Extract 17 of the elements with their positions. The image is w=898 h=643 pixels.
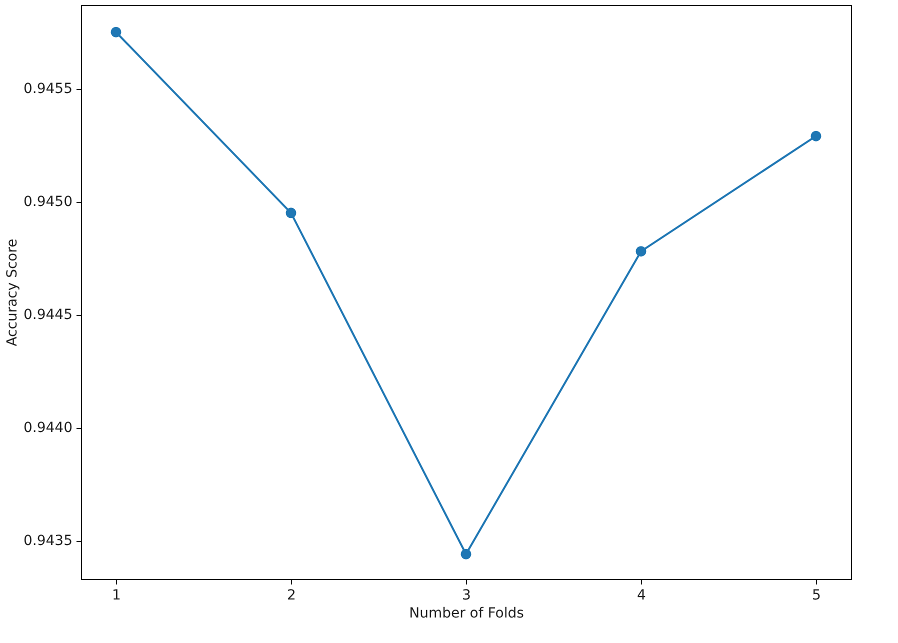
- y-tick-label: 0.9450: [24, 194, 72, 210]
- x-tick-label: 4: [637, 588, 646, 604]
- point: [636, 246, 646, 257]
- y-tick-label: 0.9440: [24, 420, 72, 436]
- x-tick-label: 2: [287, 588, 296, 604]
- point: [110, 26, 122, 38]
- y-tick-label: 0.9435: [24, 533, 72, 550]
- x-tick-label: 3: [462, 588, 471, 604]
- y-tick-label: 0.9445: [24, 307, 72, 324]
- x-axis-title: Number of Folds: [409, 606, 524, 622]
- x-tick-label: 1: [112, 588, 121, 604]
- y-axis-title: Accuracy Score: [4, 238, 21, 346]
- x-tick-label: 5: [812, 588, 821, 604]
- point: [286, 208, 296, 218]
- point: [810, 130, 822, 142]
- point: [460, 548, 472, 560]
- y-tick-label: 0.9455: [24, 81, 72, 98]
